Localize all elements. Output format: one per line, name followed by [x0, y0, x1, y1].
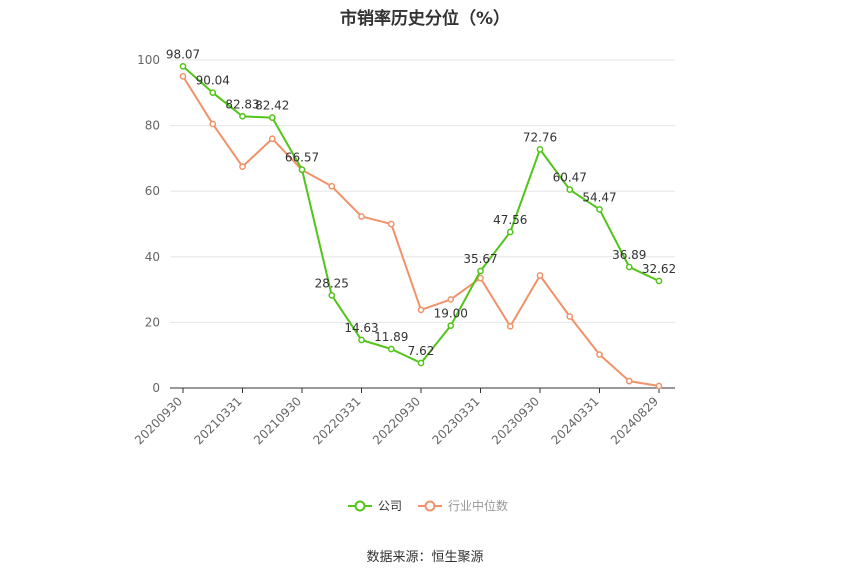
series-line-industry — [182, 75, 660, 388]
data-point — [328, 182, 336, 190]
y-tick-label: 20 — [145, 315, 160, 329]
data-point — [298, 166, 306, 174]
source-note: 数据来源：恒生聚源 — [366, 550, 484, 565]
data-label: 82.83 — [225, 97, 259, 111]
data-point — [477, 267, 484, 275]
chart-title: 市销率历史分位（%） — [339, 9, 511, 29]
data-point — [447, 322, 455, 330]
data-point — [596, 205, 603, 213]
data-point — [536, 272, 544, 279]
data-label: 7.62 — [408, 344, 435, 358]
data-label: 32.62 — [642, 262, 676, 276]
data-point — [506, 228, 514, 236]
data-point — [209, 120, 217, 128]
y-tick-label: 80 — [145, 119, 160, 133]
data-point — [447, 296, 455, 303]
data-point — [209, 89, 217, 97]
y-tick-label: 40 — [145, 250, 160, 264]
data-point — [596, 351, 603, 358]
data-label: 66.57 — [285, 151, 319, 165]
data-label: 82.42 — [255, 99, 289, 113]
x-tick-label: 20210331 — [192, 394, 245, 447]
data-label: 11.89 — [374, 330, 408, 344]
x-tick-label: 20230331 — [430, 394, 483, 447]
data-point — [655, 382, 663, 390]
data-point — [625, 263, 633, 271]
y-tick-label: 60 — [145, 184, 160, 198]
data-point — [477, 274, 484, 282]
x-tick-label: 20230930 — [489, 394, 542, 447]
data-label: 28.25 — [315, 276, 349, 290]
data-point — [328, 291, 336, 299]
data-point — [387, 220, 395, 228]
data-point — [536, 145, 544, 153]
data-point — [625, 377, 633, 385]
data-label: 14.63 — [344, 321, 378, 335]
data-label: 90.04 — [196, 74, 230, 88]
data-point — [358, 213, 365, 220]
data-label: 35.67 — [463, 252, 497, 266]
data-point — [358, 336, 365, 344]
data-point — [387, 345, 395, 353]
data-point — [179, 62, 187, 70]
x-tick-label: 20220331 — [311, 394, 364, 447]
data-point — [417, 306, 425, 314]
data-point — [239, 163, 246, 170]
legend-label: 公司 — [378, 499, 402, 513]
data-label: 54.47 — [582, 190, 616, 204]
data-point — [268, 114, 276, 122]
data-point — [179, 73, 187, 80]
y-tick-label: 100 — [137, 53, 160, 67]
legend-label: 行业中位数 — [448, 498, 508, 513]
x-tick-label: 20200930 — [132, 394, 185, 447]
x-tick-label: 20240829 — [608, 394, 661, 447]
data-label: 47.56 — [493, 213, 527, 227]
data-point — [268, 135, 276, 143]
data-label: 60.47 — [553, 171, 587, 185]
legend-marker — [354, 500, 366, 512]
x-tick-label: 20240331 — [549, 394, 602, 447]
legend-marker — [424, 500, 436, 512]
x-tick-label: 20210930 — [251, 394, 304, 447]
data-point — [655, 277, 663, 285]
data-point — [506, 322, 514, 330]
data-point — [239, 112, 246, 120]
y-tick-label: 0 — [152, 381, 160, 395]
data-label: 19.00 — [434, 307, 468, 321]
data-point — [566, 313, 574, 320]
data-label: 36.89 — [612, 248, 646, 262]
data-label: 72.76 — [523, 130, 557, 144]
data-point — [417, 359, 425, 367]
x-tick-label: 20220930 — [370, 394, 423, 447]
data-point — [566, 186, 574, 194]
data-label: 98.07 — [166, 47, 200, 61]
